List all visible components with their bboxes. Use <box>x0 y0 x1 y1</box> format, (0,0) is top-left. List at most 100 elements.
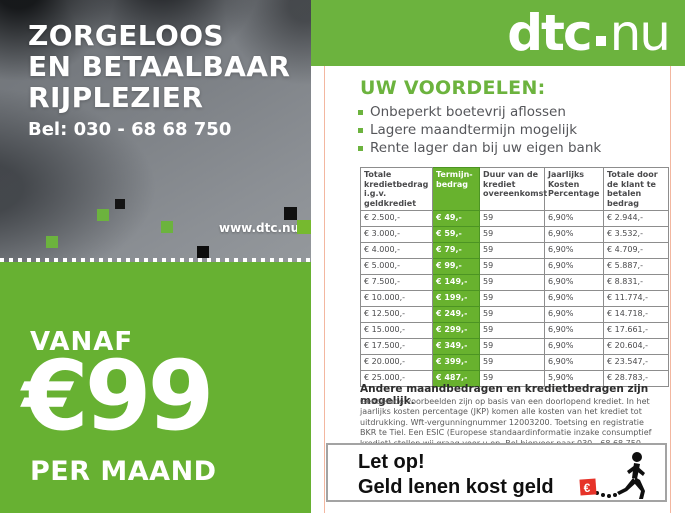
bullet-square-icon <box>358 109 363 115</box>
cell-krediet: € 2.500,- <box>360 210 433 228</box>
cell-duur: 59 <box>479 258 545 276</box>
cell-krediet: € 10.000,- <box>360 290 433 308</box>
fine-print: Genoemde voorbeelden zijn op basis van e… <box>360 397 652 448</box>
table-row: € 15.000,- € 299,- 59 6,90% € 17.661,- <box>360 322 669 340</box>
headline: ZORGELOOS EN BETAALBAAR RIJPLEZIER <box>28 20 290 113</box>
cell-duur: 59 <box>479 354 545 372</box>
cell-jkp: 6,90% <box>544 354 604 372</box>
cell-termijn: € 79,- <box>432 242 480 260</box>
cell-termijn: € 399,- <box>432 354 480 372</box>
cell-duur: 59 <box>479 306 545 324</box>
dtc-logo: dtc nu <box>507 4 671 62</box>
cell-totaal: € 14.718,- <box>603 306 669 324</box>
pixel-square-black <box>115 199 125 209</box>
cell-termijn: € 349,- <box>432 338 480 356</box>
table-row: € 5.000,- € 99,- 59 6,90% € 5.887,- <box>360 258 669 276</box>
table-row: € 12.500,- € 249,- 59 6,90% € 14.718,- <box>360 306 669 324</box>
col-header-termijnbedrag: Termijn-bedrag <box>432 166 480 212</box>
pixel-square-green <box>161 221 173 233</box>
cell-jkp: 6,90% <box>544 258 604 276</box>
cell-krediet: € 3.000,- <box>360 226 433 244</box>
table-row: € 7.500,- € 149,- 59 6,90% € 8.831,- <box>360 274 669 292</box>
col-header-jkp: Jaarlijks Kosten Percentage <box>544 166 604 212</box>
cell-jkp: 6,90% <box>544 338 604 356</box>
cell-jkp: 6,90% <box>544 290 604 308</box>
cell-totaal: € 4.709,- <box>603 242 669 260</box>
cell-totaal: € 3.532,- <box>603 226 669 244</box>
headline-line-3: RIJPLEZIER <box>28 81 204 114</box>
cell-duur: 59 <box>479 290 545 308</box>
table-row: € 3.000,- € 59,- 59 6,90% € 3.532,- <box>360 226 669 244</box>
cell-duur: 59 <box>479 338 545 356</box>
table-row: € 25.000,- € 487,- 59 5,90% € 28.783,- <box>360 370 669 388</box>
cell-krediet: € 15.000,- <box>360 322 433 340</box>
cell-jkp: 6,90% <box>544 306 604 324</box>
cell-termijn: € 199,- <box>432 290 480 308</box>
cell-duur: 59 <box>479 210 545 228</box>
cell-krediet: € 4.000,- <box>360 242 433 260</box>
note-bold: Andere maandbedragen en kredietbedragen … <box>360 383 649 407</box>
pixel-square-green <box>297 220 311 234</box>
cell-duur: 59 <box>479 242 545 260</box>
logo-text-nu: nu <box>609 4 671 62</box>
ball-and-chain-walking-man-icon: € <box>574 451 658 505</box>
headline-line-2: EN BETAALBAAR <box>28 50 291 83</box>
benefit-item: Onbeperkt boetevrij aflossen <box>358 103 601 121</box>
warning-line-1: Let op! <box>358 451 425 473</box>
warning-line-2: Geld lenen kost geld <box>358 476 554 498</box>
table-row: € 10.000,- € 199,- 59 6,90% € 11.774,- <box>360 290 669 308</box>
cell-totaal: € 11.774,- <box>603 290 669 308</box>
bullet-square-icon <box>358 145 363 151</box>
cell-totaal: € 5.887,- <box>603 258 669 276</box>
benefits-title: UW VOORDELEN: <box>360 77 546 99</box>
pixel-square-green <box>97 209 109 221</box>
pixel-square-black <box>284 207 297 220</box>
table-row: € 17.500,- € 349,- 59 6,90% € 20.604,- <box>360 338 669 356</box>
table-row: € 2.500,- € 49,- 59 6,90% € 2.944,- <box>360 210 669 228</box>
dotted-divider <box>0 258 311 262</box>
rates-table: Totale kredietbedrag i.g.v. geldkrediet … <box>360 166 669 388</box>
cell-totaal: € 20.604,- <box>603 338 669 356</box>
cell-duur: 59 <box>479 226 545 244</box>
cell-termijn: € 99,- <box>432 258 480 276</box>
cell-jkp: 6,90% <box>544 322 604 340</box>
cell-totaal: € 23.547,- <box>603 354 669 372</box>
pixel-square-black <box>197 246 209 258</box>
price-suffix: PER MAAND <box>30 456 217 487</box>
col-header-kredietbedrag: Totale kredietbedrag i.g.v. geldkrediet <box>360 166 433 212</box>
headline-line-1: ZORGELOOS <box>28 19 224 52</box>
col-header-duur: Duur van de krediet overeenkomst <box>479 166 547 212</box>
cell-termijn: € 299,- <box>432 322 480 340</box>
table-row: € 20.000,- € 399,- 59 6,90% € 23.547,- <box>360 354 669 372</box>
crop-line-left <box>324 66 325 513</box>
logo-text-dtc: dtc <box>507 4 592 62</box>
hero-photo: ZORGELOOS EN BETAALBAAR RIJPLEZIER Bel: … <box>0 0 311 262</box>
cell-krediet: € 12.500,- <box>360 306 433 324</box>
benefit-label: Onbeperkt boetevrij aflossen <box>370 104 566 120</box>
crop-line-right <box>670 66 671 513</box>
cell-krediet: € 17.500,- <box>360 338 433 356</box>
bullet-square-icon <box>358 127 363 133</box>
cell-jkp: 6,90% <box>544 242 604 260</box>
cell-totaal: € 8.831,- <box>603 274 669 292</box>
cell-duur: 59 <box>479 274 545 292</box>
cell-totaal: € 28.783,- <box>603 370 669 388</box>
cell-termijn: € 249,- <box>432 306 480 324</box>
cell-krediet: € 7.500,- <box>360 274 433 292</box>
phone-number: Bel: 030 - 68 68 750 <box>28 119 232 140</box>
benefit-label: Lagere maandtermijn mogelijk <box>370 122 578 138</box>
logo-band: dtc nu <box>311 0 685 66</box>
cell-termijn: € 49,- <box>432 210 480 228</box>
cell-jkp: 6,90% <box>544 210 604 228</box>
logo-dot-square <box>595 36 606 46</box>
credit-warning-text: Let op! Geld lenen kost geld <box>358 450 554 500</box>
cell-jkp: 6,90% <box>544 274 604 292</box>
cell-totaal: € 2.944,- <box>603 210 669 228</box>
benefit-item: Rente lager dan bij uw eigen bank <box>358 139 601 157</box>
table-header-row: Totale kredietbedrag i.g.v. geldkrediet … <box>360 166 669 212</box>
cell-termijn: € 59,- <box>432 226 480 244</box>
cell-duur: 59 <box>479 322 545 340</box>
cell-krediet: € 5.000,- <box>360 258 433 276</box>
pixel-square-green <box>46 236 58 248</box>
cell-krediet: € 20.000,- <box>360 354 433 372</box>
